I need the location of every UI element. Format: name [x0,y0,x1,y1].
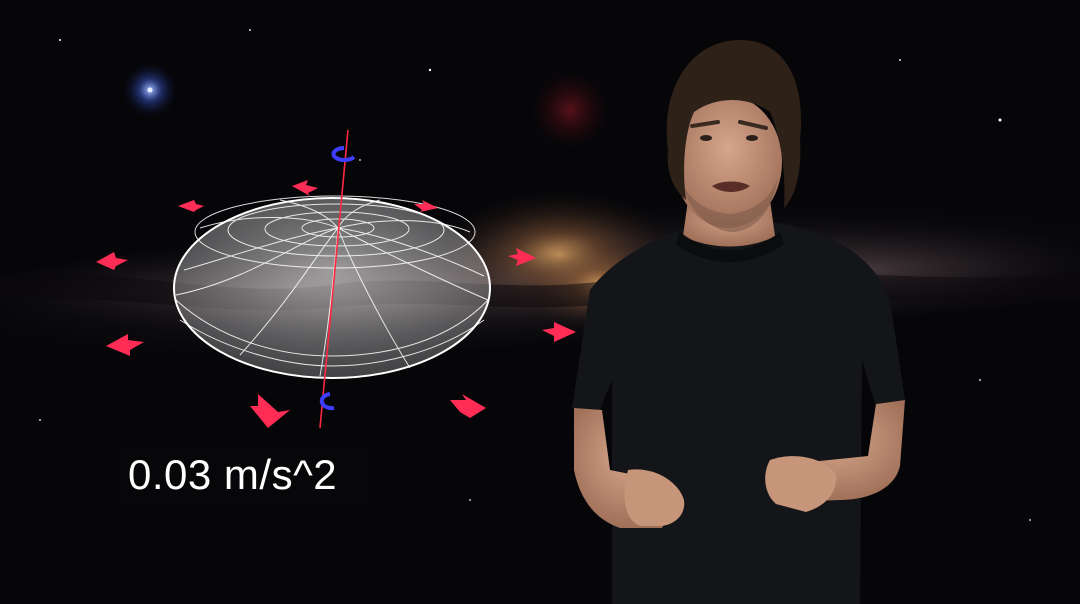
outward-arrow-icon [450,394,486,418]
outward-arrow-icon [508,248,536,266]
oblate-spheroid-wireframe [173,129,491,429]
outward-arrow-icon [178,200,204,212]
acceleration-caption-text: 0.03 m/s^2 [128,451,338,498]
outward-arrow-icon [542,322,576,342]
rotation-axis [319,129,349,429]
outward-arrow-icon [96,252,128,270]
outward-arrow-icon [106,334,144,356]
outward-arrow-icon [414,200,438,212]
spin-marker-bottom-icon [319,392,335,411]
spin-marker-top-icon [331,146,356,162]
outward-arrow-icon [250,394,290,428]
outward-arrow-icon [292,180,318,196]
presenter [572,40,905,604]
acceleration-caption: 0.03 m/s^2 [118,442,370,508]
